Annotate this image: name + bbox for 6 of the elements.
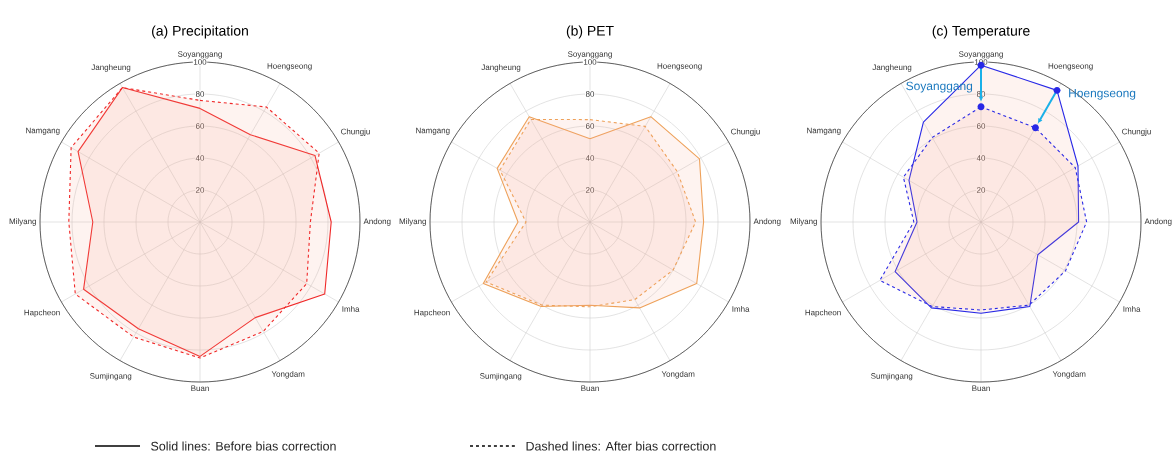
text: Solid lines: Before bias correction bbox=[151, 441, 336, 451]
text: Dashed lines: After bias correction bbox=[526, 441, 716, 451]
chart-title: (c) Temperature bbox=[932, 25, 1030, 39]
chart-title: (b) PET bbox=[566, 25, 614, 39]
chart-title: (a) Precipitation bbox=[152, 25, 248, 39]
text: Hoengseong bbox=[1069, 89, 1136, 100]
